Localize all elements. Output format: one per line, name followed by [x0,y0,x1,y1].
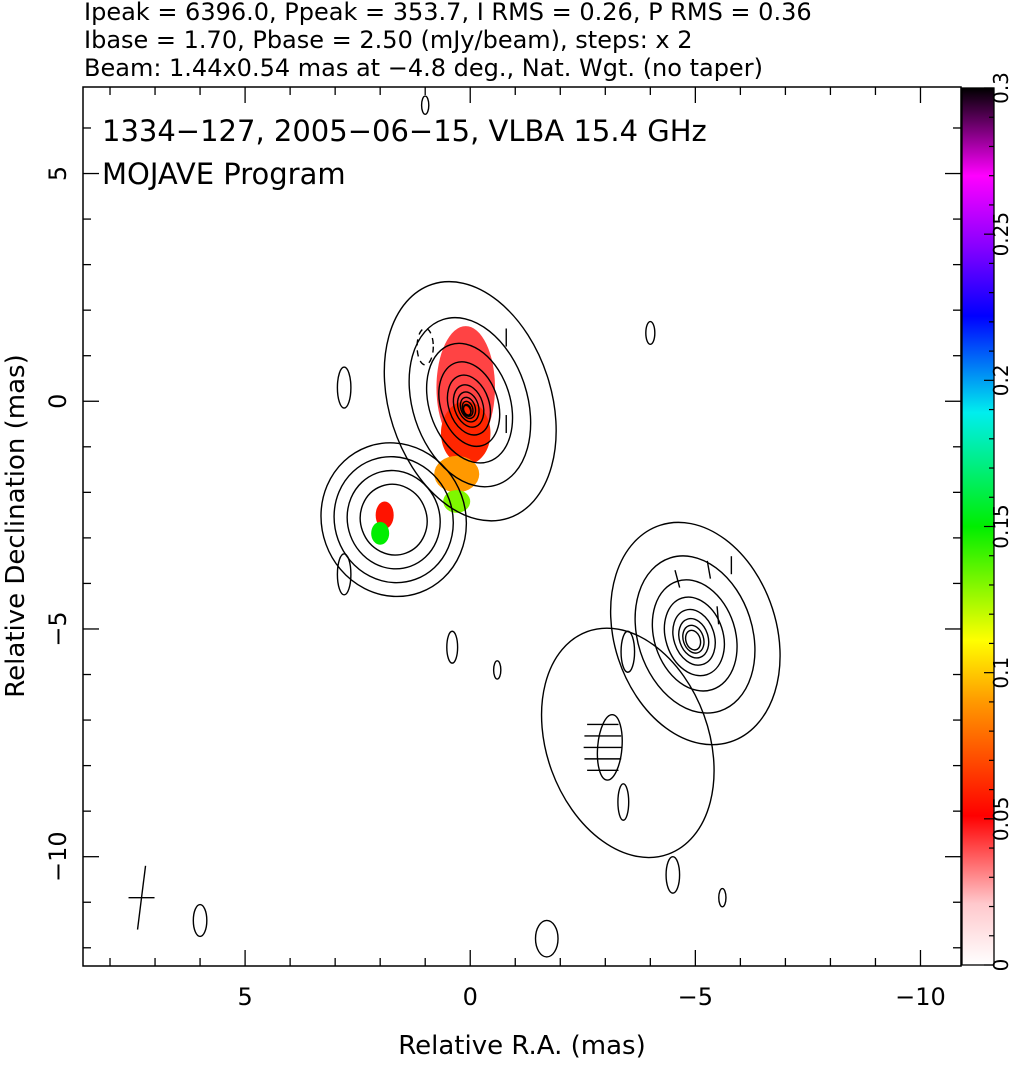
noise-contour-10 [192,903,208,938]
axis-tick-labels: 5 0 −5 −10 5 0 −5 −10 [44,166,946,1011]
chart-title-line-1: 1334−127, 2005−06−15, VLBA 15.4 GHz [102,114,707,148]
diffuse-contour-0-2 [346,469,441,570]
evpa-tick-4 [716,606,720,625]
axis-ticks [83,87,961,966]
core-contour-5 [452,384,485,428]
diffuse-contour-0-0 [320,442,468,598]
chart-title-line-2: MOJAVE Program [102,157,346,191]
header-line-1: Ipeak = 6396.0, Ppeak = 353.7, I RMS = 0… [84,0,812,26]
core-contour-6 [456,391,480,423]
noise-contour-11 [534,919,559,958]
counter-component-contour-6 [682,624,705,654]
counter-component-contour-3 [663,596,726,677]
y-axis-label: Relative Declination (mas) [1,354,31,697]
diffuse-contour-0-3 [359,483,428,556]
colorbar-tick-label: 0.25 [989,212,1013,257]
beam-layer [128,713,623,930]
header-line-2: Ibase = 1.70, Pbase = 2.50 (mJy/beam), s… [84,26,693,54]
counter-component-contour-1 [634,555,756,714]
y-tick-label: 0 [44,394,72,409]
core-contour-1 [408,316,532,488]
colorbar-tick-label: 0 [989,959,1013,972]
x-axis-label: Relative R.A. (mas) [398,1031,645,1061]
contour-layer [192,95,781,958]
noise-contour-3 [446,630,459,664]
counter-component-contour-0 [609,521,781,746]
plot-frame [82,86,962,967]
core-contour-3 [438,361,501,448]
noise-contour-5 [645,320,656,346]
noise-contour-6 [620,630,636,673]
x-tick-label: −5 [678,983,713,1011]
noise-contour-8 [665,855,681,894]
polarization-patch-5 [371,521,390,545]
colorbar-tick-label: 0.1 [989,657,1013,689]
y-tick-label: −10 [44,831,72,882]
x-tick-label: −10 [895,983,946,1011]
core-contour-4 [446,374,492,436]
x-tick-label: 5 [237,983,252,1011]
noise-contour-12 [420,95,430,116]
noise-contour-4 [492,660,502,680]
counter-component-contour-7 [684,629,702,651]
counter-component-contour-5 [678,617,710,659]
core-contour-7 [459,396,477,420]
colorbar: 0 0.05 0.1 0.15 0.2 0.25 0.3 [961,72,1013,971]
counter-component-contour-4 [672,608,716,666]
colorbar-tick-label: 0.3 [989,72,1013,104]
colorbar-tick-label: 0.05 [989,797,1013,842]
noise-contour-2 [336,553,352,596]
evpa-tick-3 [674,570,681,588]
diffuse-contour-1-0 [540,627,715,859]
y-tick-label: −5 [44,611,72,646]
colorbar-tick-label: 0.15 [989,504,1013,549]
noise-contour-7 [617,783,630,821]
evpa-layer [505,328,733,625]
colorbar-ticks: 0 0.05 0.1 0.15 0.2 0.25 0.3 [984,72,1013,971]
core-contour-10 [462,404,472,417]
core-contour-0 [383,280,557,522]
x-tick-label: 0 [463,983,478,1011]
beam-ellipse [596,713,623,781]
evpa-tick-2 [706,560,712,579]
polarization-patch-2 [434,455,480,493]
colorbar-tick-label: 0.2 [989,364,1013,396]
noise-contour-0 [416,327,434,366]
header-line-3: Beam: 1.44x0.54 mas at −4.8 deg., Nat. W… [84,54,763,82]
noise-contour-9 [718,887,727,908]
noise-contour-1 [336,366,352,409]
diffuse-contour-0-1 [333,455,454,584]
y-tick-label: 5 [44,166,72,181]
counter-component-contour-2 [651,579,738,692]
core-contour-2 [425,342,514,464]
